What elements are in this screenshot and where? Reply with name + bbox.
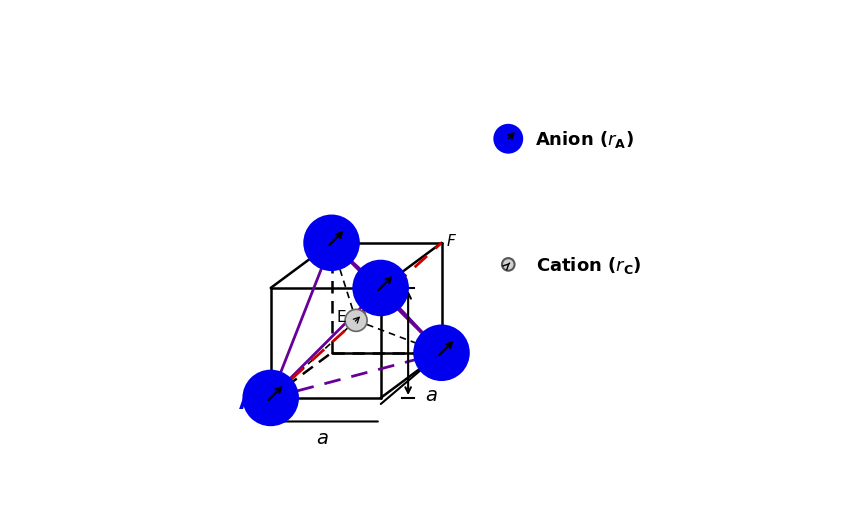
Circle shape [303, 215, 360, 271]
Circle shape [502, 259, 514, 271]
Circle shape [493, 125, 524, 154]
Text: Cation ($r_\mathbf{C}$): Cation ($r_\mathbf{C}$) [536, 254, 642, 275]
Text: E: E [337, 309, 346, 324]
Circle shape [242, 370, 299, 427]
Text: C: C [336, 221, 351, 242]
Text: Anion ($r_\mathbf{A}$): Anion ($r_\mathbf{A}$) [535, 129, 634, 150]
Circle shape [345, 310, 367, 332]
Text: D: D [389, 278, 407, 298]
Text: a: a [315, 428, 328, 447]
Circle shape [353, 260, 409, 317]
Circle shape [413, 325, 470, 381]
Text: A: A [239, 392, 255, 412]
Text: a: a [414, 334, 426, 353]
Text: F: F [446, 234, 455, 249]
Text: a: a [425, 386, 437, 405]
Text: B: B [450, 351, 465, 371]
